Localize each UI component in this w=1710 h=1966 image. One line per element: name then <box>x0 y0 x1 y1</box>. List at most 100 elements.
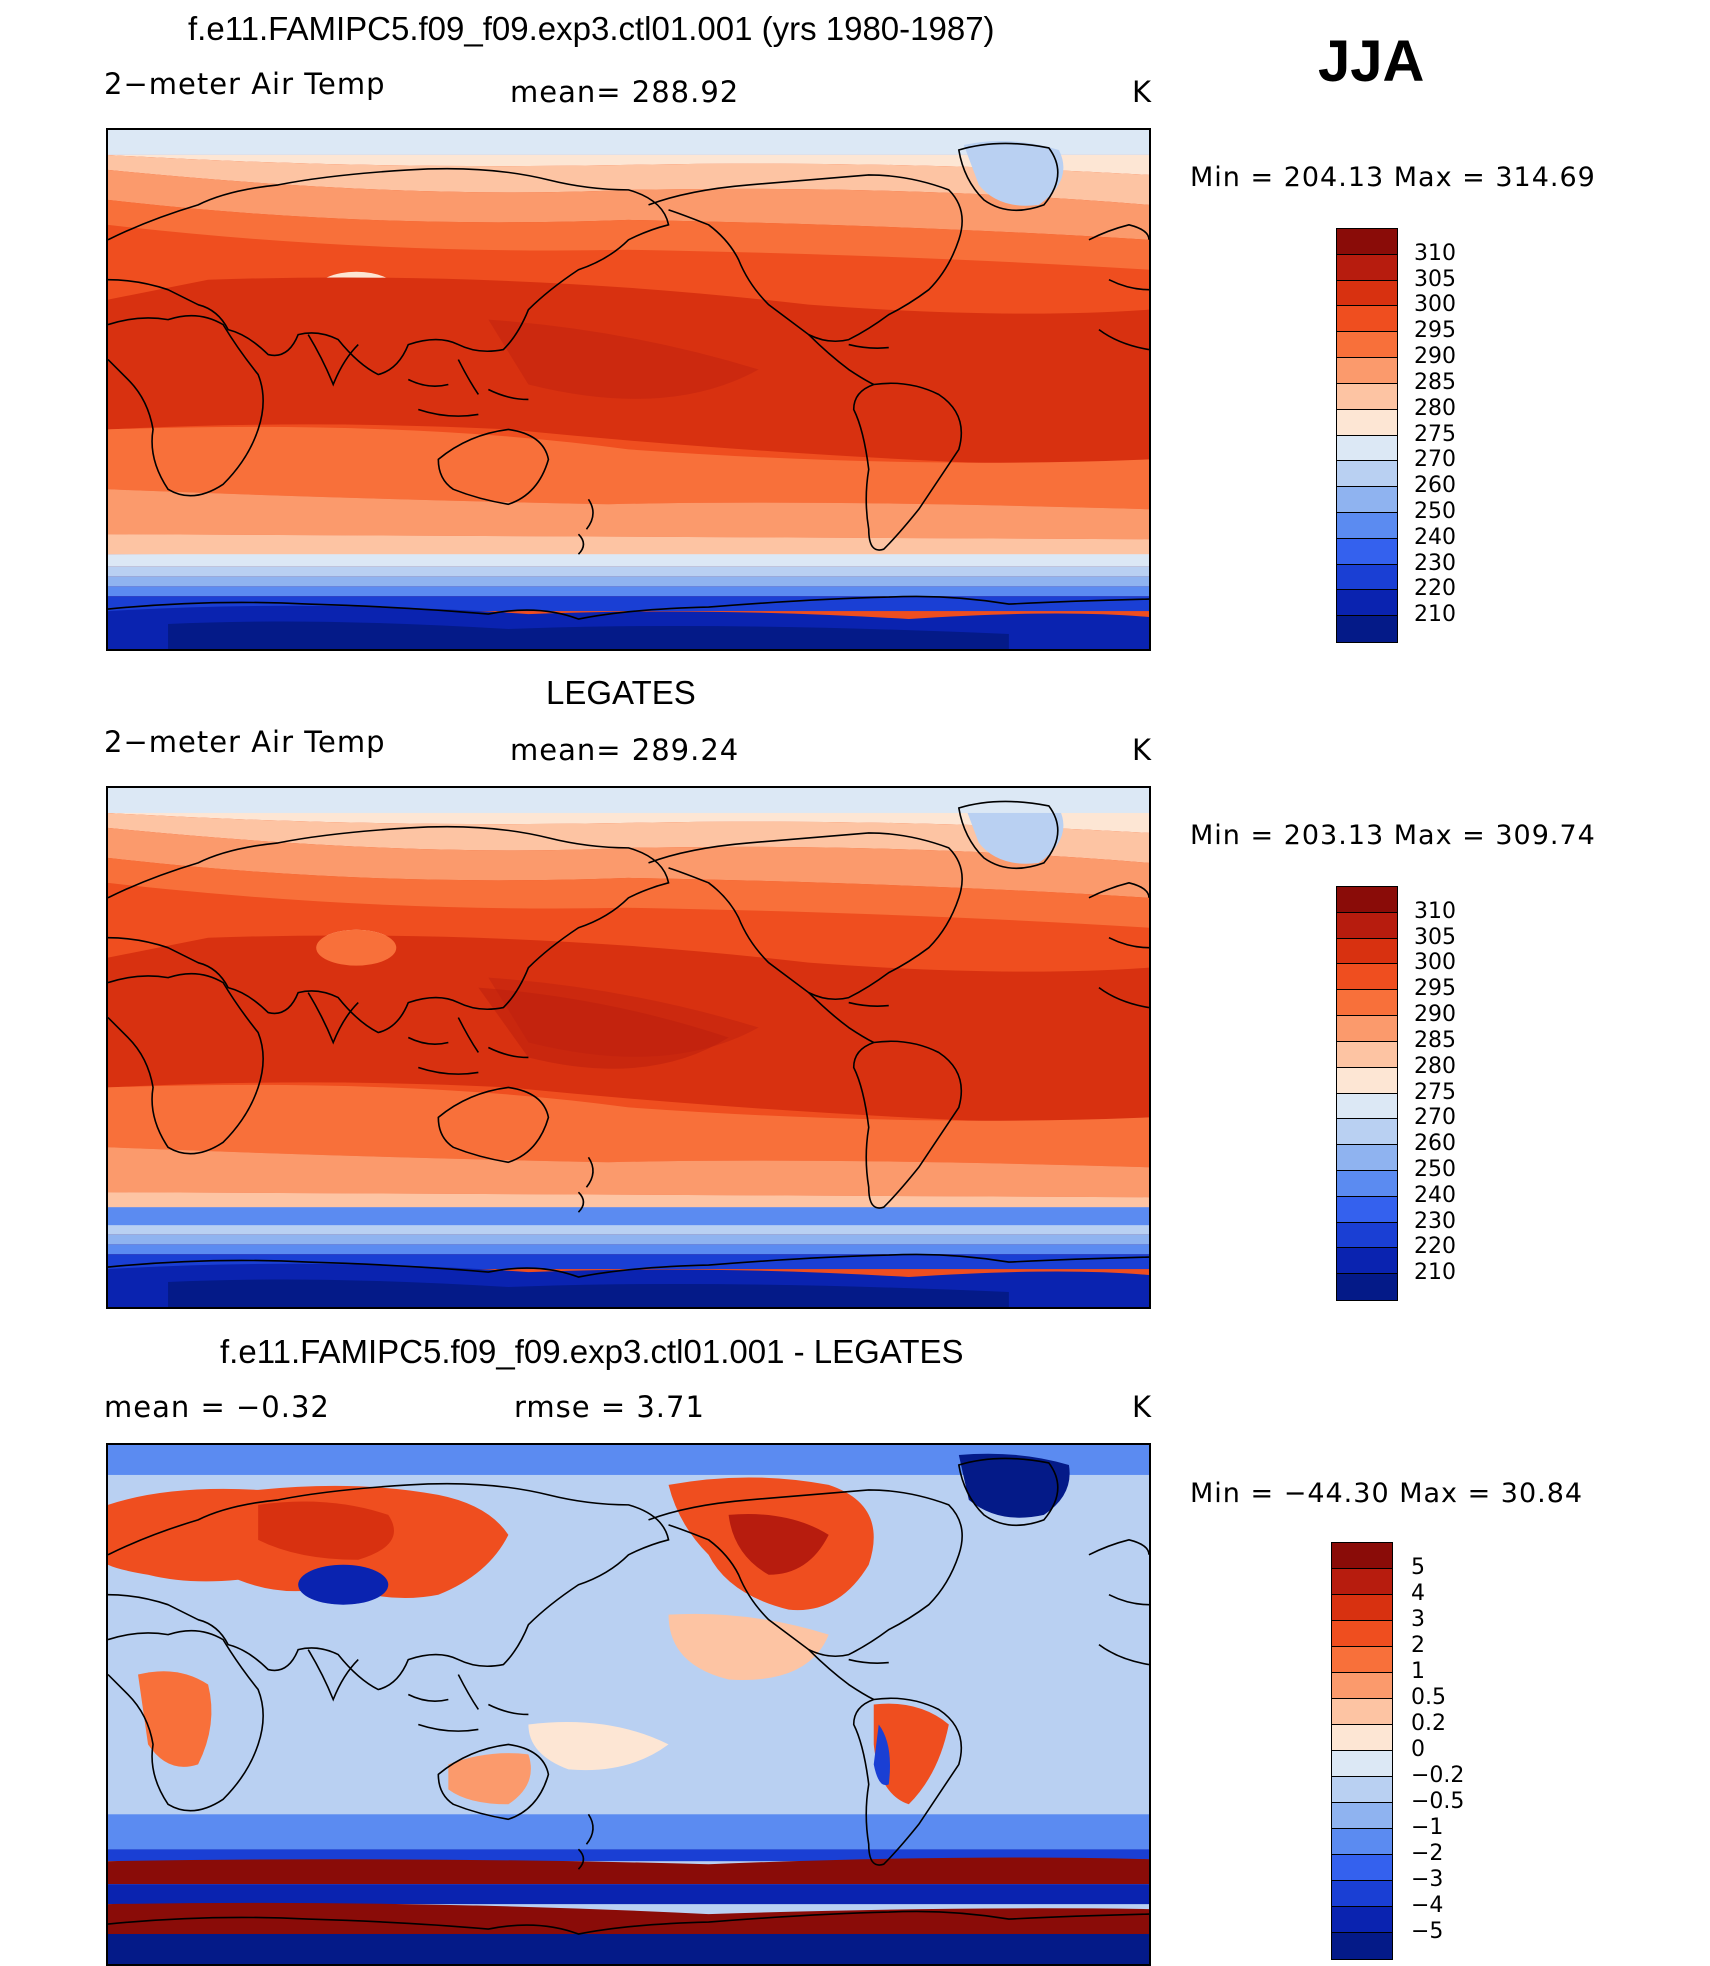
colorbar-label: 275 <box>1414 421 1456 447</box>
colorbar-label: 310 <box>1414 240 1456 266</box>
colorbar-label: 210 <box>1414 602 1456 628</box>
colorbar-swatch <box>1336 1169 1398 1198</box>
panel3-rmse-label: rmse = 3.71 <box>514 1390 705 1424</box>
colorbar-swatch <box>1336 331 1398 359</box>
colorbar-swatch <box>1331 1724 1393 1752</box>
colorbar-label: 270 <box>1414 447 1456 473</box>
colorbar-label: 220 <box>1414 576 1456 602</box>
colorbar-swatch <box>1336 1015 1398 1043</box>
panel1-map <box>106 128 1151 651</box>
colorbar-swatch <box>1336 1118 1398 1146</box>
colorbar-swatch <box>1336 228 1398 256</box>
colorbar-label: 250 <box>1414 498 1456 524</box>
colorbar-swatch <box>1336 911 1398 940</box>
colorbar-label: 0.5 <box>1411 1685 1446 1710</box>
colorbar-swatch <box>1331 1542 1393 1570</box>
panel3-mean-label: mean = −0.32 <box>104 1390 330 1424</box>
colorbar-swatch <box>1336 1066 1398 1094</box>
colorbar-swatch <box>1336 589 1398 617</box>
colorbar-swatch <box>1336 937 1398 965</box>
panel2-map <box>106 786 1151 1309</box>
colorbar-label: 230 <box>1414 1208 1456 1234</box>
colorbar-label: 280 <box>1414 395 1456 421</box>
colorbar-label: 290 <box>1414 344 1456 370</box>
panel2-title: LEGATES <box>546 674 696 711</box>
colorbar-label: −3 <box>1411 1867 1444 1892</box>
colorbar-swatch <box>1331 1932 1393 1960</box>
colorbar-swatch <box>1336 1040 1398 1069</box>
season-label: JJA <box>1318 29 1425 94</box>
colorbar-swatch <box>1331 1776 1393 1804</box>
colorbar-swatch <box>1331 1880 1393 1908</box>
colorbar-label: 3 <box>1411 1607 1425 1632</box>
colorbar-swatch <box>1336 434 1398 462</box>
panel1-mean-label: mean= 288.92 <box>510 75 740 109</box>
colorbar-label: 1 <box>1411 1659 1425 1684</box>
colorbar-label: 285 <box>1414 369 1456 395</box>
colorbar-swatch <box>1336 1273 1398 1301</box>
colorbar-swatch <box>1336 1247 1398 1275</box>
colorbar-label: 295 <box>1414 318 1456 344</box>
colorbar-swatch <box>1336 1092 1398 1120</box>
colorbar-label: 300 <box>1414 292 1456 318</box>
colorbar-swatch <box>1336 382 1398 411</box>
colorbar-swatch <box>1336 963 1398 991</box>
colorbar-label: 260 <box>1414 473 1456 499</box>
panel2-variable-label: 2−meter Air Temp <box>104 725 386 759</box>
colorbar-swatch <box>1336 537 1398 566</box>
colorbar-label: 5 <box>1411 1555 1425 1580</box>
colorbar-swatch <box>1331 1672 1393 1700</box>
panel3-colorbar: 5 4 3 2 1 0.5 0.2 0 −0.2 −0.5 −1 −2 −3 −4 −5 <box>1331 1542 1491 1960</box>
colorbar-swatch <box>1336 357 1398 385</box>
colorbar-swatch <box>1331 1828 1393 1856</box>
colorbar-label: −0.2 <box>1411 1763 1465 1788</box>
colorbar-swatch <box>1336 1195 1398 1224</box>
colorbar-swatch <box>1331 1698 1393 1726</box>
colorbar-label: 310 <box>1414 898 1456 924</box>
colorbar-swatch <box>1331 1854 1393 1882</box>
colorbar-swatch <box>1331 1568 1393 1596</box>
panel1-title: f.e11.FAMIPC5.f09_f09.exp3.ctl01.001 (yr… <box>188 10 995 47</box>
colorbar-swatch <box>1331 1906 1393 1934</box>
panel2-minmax: Min = 203.13 Max = 309.74 <box>1190 820 1596 851</box>
colorbar-swatch <box>1336 486 1398 514</box>
colorbar-swatch <box>1336 408 1398 436</box>
colorbar-swatch <box>1336 305 1398 333</box>
panel2-mean-label: mean= 289.24 <box>510 733 740 767</box>
panel3-map <box>106 1443 1151 1966</box>
panel2-colorbar: 310 305 300 295 290 285 280 275 270 260 250 240 230 2… <box>1336 886 1496 1301</box>
colorbar-label: 0.2 <box>1411 1711 1446 1736</box>
colorbar-label: 300 <box>1414 950 1456 976</box>
colorbar-swatch <box>1336 886 1398 914</box>
colorbar-label: 220 <box>1414 1234 1456 1260</box>
colorbar-label: 230 <box>1414 550 1456 576</box>
panel3-units: K <box>1132 1390 1153 1424</box>
colorbar-label: −5 <box>1411 1919 1444 1944</box>
colorbar-label: 295 <box>1414 976 1456 1002</box>
colorbar-label: 2 <box>1411 1633 1425 1658</box>
colorbar-swatch <box>1336 1144 1398 1172</box>
colorbar-swatch <box>1336 460 1398 488</box>
colorbar-label: 275 <box>1414 1079 1456 1105</box>
panel1-units: K <box>1132 75 1153 109</box>
panel3-title: f.e11.FAMIPC5.f09_f09.exp3.ctl01.001 - L… <box>220 1333 964 1370</box>
colorbar-swatch <box>1336 511 1398 540</box>
panel3-minmax: Min = −44.30 Max = 30.84 <box>1190 1478 1584 1509</box>
colorbar-label: 250 <box>1414 1156 1456 1182</box>
colorbar-label: −2 <box>1411 1841 1444 1866</box>
colorbar-label: −0.5 <box>1411 1789 1465 1814</box>
colorbar-label: 285 <box>1414 1027 1456 1053</box>
colorbar-label: 305 <box>1414 266 1456 292</box>
colorbar-swatch <box>1331 1646 1393 1674</box>
colorbar-swatch <box>1336 253 1398 282</box>
colorbar-swatch <box>1336 989 1398 1017</box>
colorbar-swatch <box>1331 1620 1393 1648</box>
colorbar-swatch <box>1331 1802 1393 1830</box>
colorbar-label: −4 <box>1411 1893 1444 1918</box>
colorbar-label: −1 <box>1411 1815 1444 1840</box>
colorbar-label: 305 <box>1414 924 1456 950</box>
colorbar-swatch <box>1336 1221 1398 1249</box>
colorbar-label: 0 <box>1411 1737 1425 1762</box>
colorbar-swatch <box>1331 1594 1393 1622</box>
colorbar-swatch <box>1331 1750 1393 1778</box>
